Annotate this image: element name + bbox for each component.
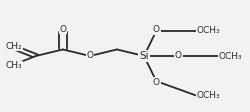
Text: O: O [175, 51, 182, 60]
Text: Si: Si [139, 51, 149, 61]
Text: O: O [153, 25, 160, 34]
Text: OCH₃: OCH₃ [197, 26, 220, 35]
Text: OCH₃: OCH₃ [197, 91, 220, 100]
Text: CH₂: CH₂ [5, 42, 22, 51]
Text: O: O [59, 25, 66, 34]
Text: OCH₃: OCH₃ [219, 52, 242, 60]
Text: CH₃: CH₃ [5, 61, 22, 70]
Text: O: O [86, 51, 94, 60]
Text: O: O [153, 78, 160, 87]
